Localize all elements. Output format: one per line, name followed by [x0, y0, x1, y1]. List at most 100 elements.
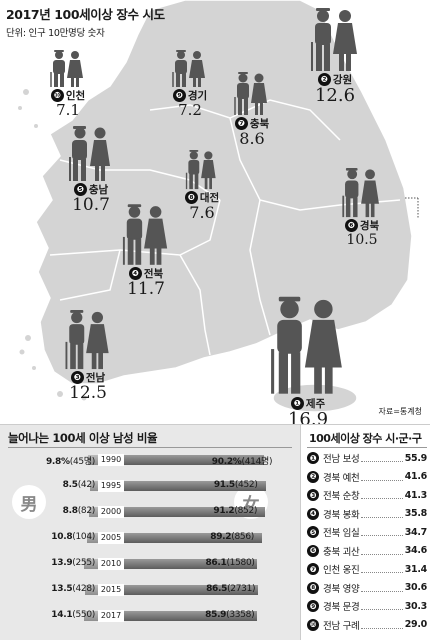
elderly-couple-icon: [185, 150, 216, 190]
elderly-couple-icon: [342, 168, 379, 218]
region-value: 10.5: [346, 232, 378, 248]
ratio-row: 13.9(255) 2010 86.1(1580): [0, 557, 300, 571]
region-gangwon: ❷ 강원 12.6: [300, 8, 370, 106]
rank-badge: ❹: [307, 507, 319, 520]
map-subtitle: 단위: 인구 10만명당 숫자: [6, 28, 105, 39]
rank-badge: ❸: [70, 371, 84, 384]
district-value: 34.6: [404, 545, 428, 556]
male-value-label: 10.8(104): [51, 532, 95, 542]
year-label: 2005: [98, 532, 124, 544]
male-bar: [87, 533, 98, 543]
district-name: 전북 순창: [323, 491, 360, 502]
male-count: (82): [77, 506, 96, 516]
ratio-row: 13.5(428) 2015 86.5(2731): [0, 583, 300, 597]
female-pct: 86.5: [206, 584, 228, 594]
district-name: 전북 임실: [323, 528, 360, 539]
region-name: 강원: [332, 74, 353, 86]
district-value: 41.3: [404, 489, 428, 501]
district-name: 인천 옹진: [323, 565, 360, 576]
district-value: 29.0: [404, 619, 428, 630]
dot-leader: [361, 547, 403, 555]
year-label: 1990: [98, 454, 124, 466]
elderly-couple-icon: [172, 50, 205, 87]
female-count: (3358): [226, 610, 255, 620]
region-value: 11.7: [127, 279, 165, 299]
district-name: 충북 괴산: [323, 546, 360, 558]
male-pct: 8.5: [62, 480, 78, 490]
female-bar: [124, 507, 266, 517]
source-note: 자료=통계청: [378, 407, 422, 416]
female-count: (856): [231, 532, 254, 542]
male-symbol: 男: [12, 485, 46, 519]
region-daejeon: ❽ 대전 7.6: [172, 150, 232, 222]
ratio-chart-title: 늘어나는 100세 이상 남성 비율: [8, 431, 158, 445]
region-name: 제주: [305, 398, 326, 410]
ratio-row: 10.8(104) 2005 89.2(856): [0, 531, 300, 545]
female-value-label: 90.2%(414명): [211, 454, 273, 467]
district-value: 41.6: [404, 471, 428, 482]
dot-leader: [361, 510, 403, 518]
male-bar: [84, 559, 98, 569]
year-label: 2017: [98, 610, 124, 622]
female-count: (852): [234, 506, 258, 516]
rank-badge: ❹: [128, 267, 142, 280]
region-value: 12.6: [314, 85, 356, 106]
female-bar: [124, 455, 264, 465]
dokdo-marker: [405, 197, 419, 218]
female-bar: [124, 533, 263, 543]
map-title-block: 2017년 100세이상 장수 시도 단위: 인구 10만명당 숫자: [6, 4, 165, 39]
region-label: ❸ 전남: [52, 370, 124, 385]
female-count: (2731): [227, 584, 256, 594]
map-title: 2017년 100세이상 장수 시도: [6, 7, 165, 22]
dot-leader: [361, 528, 403, 536]
male-pct: 14.1: [51, 610, 73, 620]
female-value-label: 86.5(2731): [206, 584, 255, 594]
male-value-label: 8.8(82): [63, 506, 96, 516]
region-label: ❿ 인천: [38, 88, 98, 103]
region-name: 충남: [88, 184, 109, 196]
region-value: 12.5: [69, 383, 107, 403]
elderly-couple-icon: [122, 204, 168, 265]
rank-badge: ❼: [234, 117, 248, 130]
dot-leader: [361, 491, 403, 499]
region-value: 7.6: [189, 203, 215, 222]
region-label: ❼ 충북: [222, 116, 282, 131]
female-bar: [124, 585, 259, 595]
male-bar: [89, 507, 98, 517]
title-rule: [8, 447, 292, 448]
section-divider: [0, 424, 430, 425]
district-name: 경북 영양: [323, 583, 360, 595]
male-pct: 10.8: [51, 532, 73, 542]
region-label: ❺ 충남: [56, 182, 126, 197]
year-label: 2000: [98, 506, 124, 518]
region-name: 전남: [85, 372, 106, 384]
female-pct: 90.2%: [211, 457, 242, 467]
district-name: 전남 구례: [323, 620, 360, 632]
district-value: 34.7: [404, 526, 428, 538]
region-chungnam: ❺ 충남 10.7: [56, 126, 126, 215]
top10-item: ❿ 전남 구례 29.0: [307, 618, 427, 632]
rank-badge: ❷: [307, 470, 319, 483]
district-value: 30.3: [404, 600, 428, 612]
rank-badge: ❶: [307, 452, 319, 464]
district-name: 경북 봉화: [323, 509, 360, 521]
elderly-couple-icon: [234, 72, 267, 115]
region-label: ❻ 경북: [332, 218, 392, 233]
male-count: (550): [72, 610, 95, 620]
male-count: (255): [72, 558, 95, 568]
female-value-label: 89.2(856): [210, 532, 254, 542]
rank-badge: ❶: [290, 397, 304, 410]
small-islands: [18, 89, 87, 401]
ratio-row: 9.8%(45명) 1990 90.2%(414명): [0, 453, 300, 467]
male-value-label: 8.5(42): [62, 480, 96, 490]
top10-item: ❻ 충북 괴산 34.6: [307, 544, 427, 558]
rank-badge: ❽: [184, 191, 198, 204]
region-label: ❷ 강원: [300, 72, 370, 87]
female-bar: [124, 559, 258, 569]
district-value: 55.9: [404, 452, 428, 464]
region-gyeongbuk: ❻ 경북 10.5: [332, 168, 392, 248]
male-pct: 13.5: [51, 584, 73, 594]
dot-leader: [361, 454, 403, 462]
rank-badge: ❸: [307, 489, 319, 501]
